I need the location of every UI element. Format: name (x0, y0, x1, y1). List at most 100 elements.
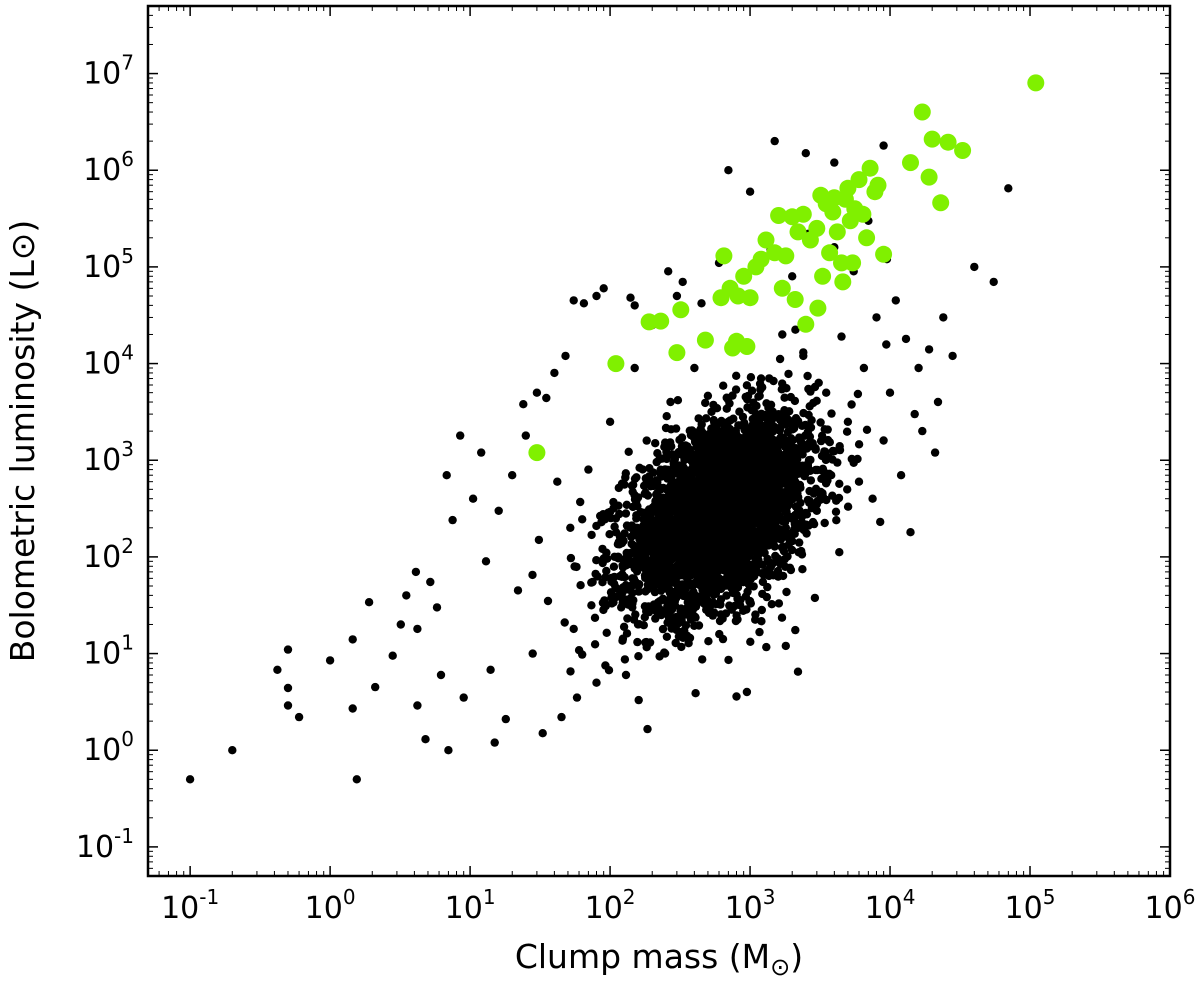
data-point (622, 500, 631, 509)
data-point (715, 247, 733, 265)
data-point (692, 551, 701, 560)
data-point (833, 458, 842, 467)
data-point (939, 133, 957, 151)
data-point (808, 219, 826, 237)
data-point (576, 497, 585, 507)
data-point (732, 692, 741, 701)
data-point (655, 534, 664, 544)
data-point (802, 510, 812, 519)
data-point (744, 548, 753, 557)
data-point (694, 450, 703, 459)
data-point (607, 599, 617, 608)
data-point (745, 448, 754, 457)
data-point (655, 652, 664, 661)
data-point (609, 562, 619, 571)
data-point (739, 523, 748, 532)
data-point (687, 566, 696, 575)
data-point (730, 601, 739, 611)
data-point (790, 519, 799, 529)
data-point (663, 602, 672, 611)
y-tick-label: 103 (83, 437, 134, 478)
data-point (879, 436, 888, 445)
data-point (624, 447, 633, 456)
data-point (614, 483, 623, 493)
data-point (762, 642, 771, 652)
data-point (714, 581, 723, 590)
data-point (932, 194, 950, 212)
data-point (752, 401, 761, 411)
data-point (747, 541, 757, 550)
data-point (701, 398, 710, 408)
data-point (783, 452, 792, 462)
data-point (850, 171, 868, 189)
data-point (777, 385, 786, 394)
data-point (421, 735, 430, 744)
data-point (813, 465, 822, 475)
data-point (686, 539, 696, 548)
data-point (758, 577, 768, 587)
data-point (811, 484, 821, 493)
data-point (592, 521, 601, 531)
data-point (634, 695, 643, 705)
data-point (923, 130, 941, 148)
data-point (920, 168, 938, 186)
data-point (647, 528, 657, 537)
data-point (794, 548, 803, 557)
data-point (777, 470, 786, 480)
data-point (652, 476, 661, 485)
data-point (791, 493, 800, 502)
data-point (671, 612, 681, 622)
data-point (592, 556, 601, 565)
data-point (736, 494, 745, 503)
data-point (643, 724, 652, 734)
data-point (501, 714, 510, 724)
data-point (352, 775, 361, 784)
data-point (741, 289, 759, 307)
data-point (834, 493, 844, 503)
data-point (775, 354, 785, 364)
data-point (806, 476, 816, 485)
data-point (679, 556, 689, 566)
data-point (623, 614, 632, 623)
data-point (783, 459, 792, 468)
data-point (672, 625, 681, 635)
data-point (579, 299, 589, 308)
data-point (682, 452, 691, 461)
data-point (767, 600, 776, 609)
data-point (725, 563, 734, 572)
data-point (622, 561, 631, 570)
data-point (770, 136, 779, 146)
data-point (801, 420, 810, 430)
data-point (703, 391, 713, 400)
data-point (772, 455, 781, 464)
data-point (664, 267, 673, 276)
data-point (744, 459, 754, 468)
data-point (642, 436, 651, 445)
data-point (746, 560, 755, 570)
data-point (891, 296, 900, 305)
data-point (954, 142, 972, 159)
data-point (843, 502, 853, 511)
data-point (705, 530, 714, 539)
data-point (566, 553, 576, 563)
data-point (792, 416, 801, 425)
data-point (869, 176, 887, 194)
data-point (800, 431, 810, 440)
data-point (755, 421, 764, 430)
data-point (875, 245, 893, 263)
data-point (413, 624, 422, 634)
data-point (834, 273, 852, 291)
data-point (283, 683, 293, 693)
data-point (739, 606, 748, 615)
data-point (283, 645, 293, 654)
data-point (661, 438, 670, 447)
data-point (755, 391, 764, 400)
data-point (801, 149, 810, 158)
data-point (810, 382, 820, 392)
data-point (807, 416, 816, 425)
data-point (970, 262, 979, 272)
data-point (432, 603, 442, 612)
y-axis-label: Bolometric luminosity (L⊙) (3, 220, 42, 663)
data-point (690, 621, 699, 630)
data-point (774, 494, 783, 503)
